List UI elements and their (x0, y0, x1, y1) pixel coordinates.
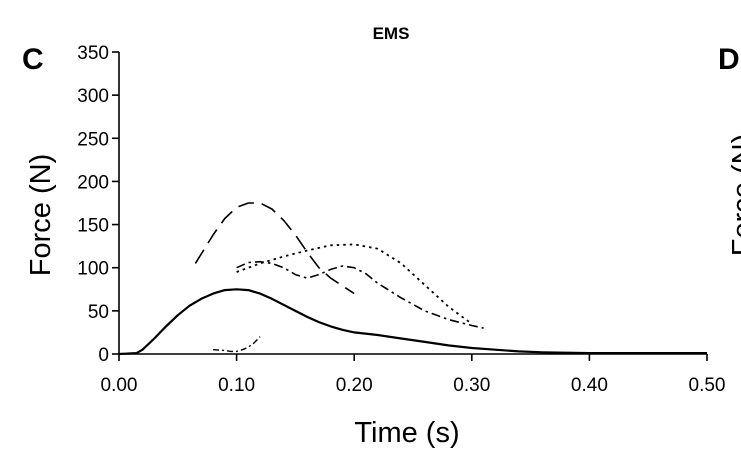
panel-label: C (22, 43, 44, 76)
series-line-5-dash-dot-short (213, 336, 261, 353)
x-tick-label: 0.30 (453, 375, 490, 396)
y-tick-label: 300 (77, 86, 109, 107)
y-tick-label: 200 (77, 172, 109, 193)
y-tick-label: 350 (77, 43, 109, 64)
y-axis-label: Force (N) (25, 154, 57, 276)
y-ticks: 0 50 100 150 200 250 300 350 (77, 43, 119, 366)
y-tick-label: 100 (77, 259, 109, 280)
y-tick-label: 0 (98, 345, 109, 366)
axes (118, 52, 707, 355)
x-tick-label: 0.10 (218, 375, 255, 396)
chart-title: EMS (373, 24, 410, 43)
x-ticks: 0.00 0.10 0.20 0.30 0.40 0.50 (101, 354, 726, 396)
y-tick-label: 50 (88, 302, 109, 323)
next-panel-ylabel: Force (N) (727, 134, 741, 256)
plot-series (118, 202, 707, 356)
y-tick-label: 250 (77, 129, 109, 150)
x-tick-label: 0.20 (336, 375, 373, 396)
x-tick-label: 0.50 (689, 375, 726, 396)
x-tick-label: 0.40 (571, 375, 608, 396)
y-tick-label: 150 (77, 216, 109, 237)
next-panel-label: D (718, 43, 740, 76)
series-line-2-long-dash (194, 202, 355, 295)
series-line-3-dotted (236, 243, 473, 325)
series-line-1-solid (118, 288, 707, 356)
x-axis-label: Time (s) (354, 417, 459, 449)
series-line-4-dash-dot (236, 260, 484, 329)
x-tick-label: 0.00 (101, 375, 138, 396)
